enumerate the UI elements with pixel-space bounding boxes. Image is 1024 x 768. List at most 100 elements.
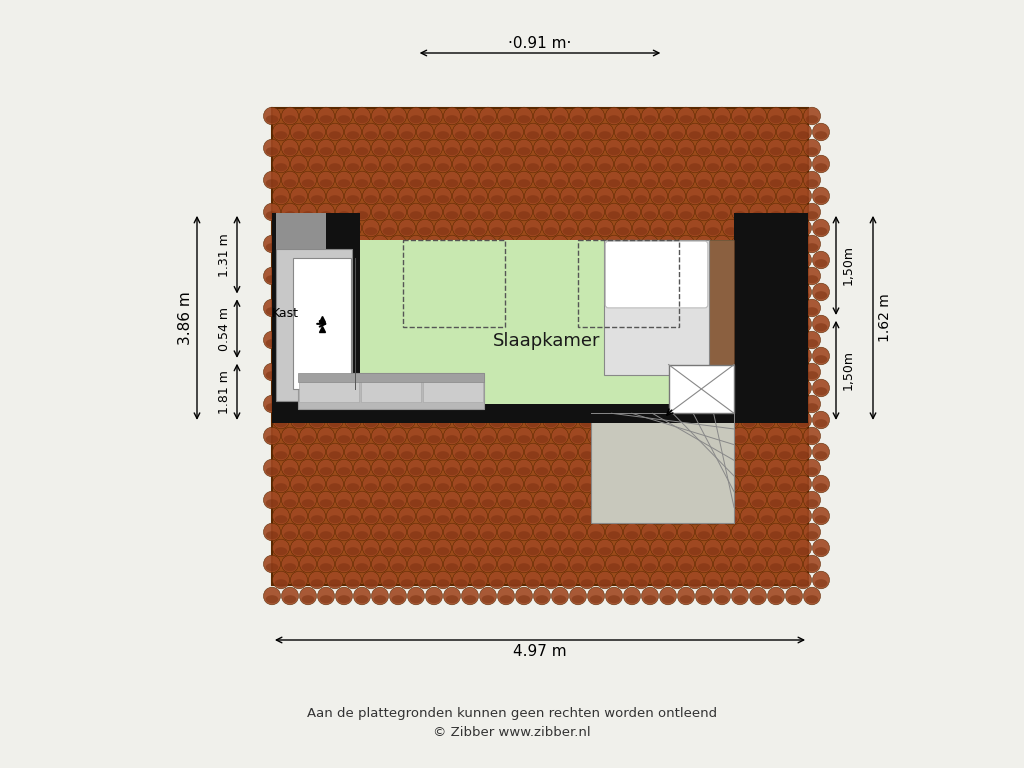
Ellipse shape	[761, 483, 773, 492]
Ellipse shape	[680, 115, 692, 123]
Ellipse shape	[599, 548, 611, 555]
Ellipse shape	[599, 291, 611, 300]
Ellipse shape	[355, 115, 369, 123]
Ellipse shape	[263, 235, 281, 253]
Ellipse shape	[734, 339, 746, 347]
Ellipse shape	[490, 291, 504, 300]
Ellipse shape	[453, 187, 470, 205]
Ellipse shape	[470, 539, 487, 557]
Ellipse shape	[695, 459, 713, 477]
Ellipse shape	[518, 307, 530, 315]
Ellipse shape	[374, 243, 386, 251]
Ellipse shape	[560, 571, 578, 589]
Ellipse shape	[317, 523, 335, 541]
Ellipse shape	[659, 492, 677, 509]
Ellipse shape	[662, 179, 674, 187]
Ellipse shape	[445, 115, 459, 123]
Ellipse shape	[462, 331, 478, 349]
Ellipse shape	[750, 235, 767, 253]
Ellipse shape	[571, 595, 585, 603]
Ellipse shape	[680, 403, 692, 411]
Ellipse shape	[614, 379, 632, 397]
Ellipse shape	[804, 492, 820, 509]
Ellipse shape	[481, 147, 495, 155]
Ellipse shape	[443, 427, 461, 445]
Ellipse shape	[481, 115, 495, 123]
Ellipse shape	[812, 283, 829, 301]
Ellipse shape	[319, 115, 333, 123]
Ellipse shape	[462, 267, 478, 285]
Ellipse shape	[400, 579, 414, 588]
Ellipse shape	[372, 331, 388, 349]
Ellipse shape	[417, 539, 433, 557]
Ellipse shape	[614, 155, 632, 173]
Ellipse shape	[588, 267, 604, 285]
Ellipse shape	[605, 555, 623, 573]
Ellipse shape	[473, 387, 485, 396]
Ellipse shape	[302, 371, 314, 379]
Ellipse shape	[282, 427, 299, 445]
Ellipse shape	[644, 403, 656, 411]
Ellipse shape	[534, 108, 551, 124]
Ellipse shape	[462, 171, 478, 189]
Ellipse shape	[716, 595, 728, 603]
Ellipse shape	[336, 492, 352, 509]
Ellipse shape	[759, 347, 775, 365]
Ellipse shape	[327, 411, 343, 429]
Ellipse shape	[428, 179, 440, 187]
Ellipse shape	[398, 571, 416, 589]
Ellipse shape	[697, 403, 711, 411]
Ellipse shape	[686, 475, 703, 493]
Ellipse shape	[563, 452, 575, 459]
Ellipse shape	[353, 139, 371, 157]
Ellipse shape	[455, 515, 467, 523]
Ellipse shape	[795, 283, 812, 301]
Ellipse shape	[308, 347, 326, 365]
Ellipse shape	[434, 219, 452, 237]
Ellipse shape	[500, 531, 512, 539]
Ellipse shape	[662, 563, 674, 571]
Ellipse shape	[624, 204, 641, 221]
Ellipse shape	[282, 363, 299, 381]
Ellipse shape	[659, 459, 677, 477]
Ellipse shape	[392, 115, 404, 123]
Ellipse shape	[500, 179, 512, 187]
Ellipse shape	[500, 371, 512, 379]
Ellipse shape	[671, 260, 683, 267]
Ellipse shape	[445, 563, 459, 571]
Ellipse shape	[479, 427, 497, 445]
Ellipse shape	[365, 164, 377, 171]
Ellipse shape	[795, 187, 812, 205]
Ellipse shape	[689, 387, 701, 396]
Ellipse shape	[490, 452, 504, 459]
Ellipse shape	[740, 315, 758, 333]
Ellipse shape	[524, 571, 542, 589]
Ellipse shape	[761, 260, 773, 267]
Ellipse shape	[400, 291, 414, 300]
Ellipse shape	[327, 283, 343, 301]
Ellipse shape	[428, 243, 440, 251]
Ellipse shape	[716, 435, 728, 443]
Ellipse shape	[804, 204, 820, 221]
Ellipse shape	[338, 499, 350, 507]
Ellipse shape	[353, 171, 371, 189]
Ellipse shape	[365, 291, 377, 300]
Ellipse shape	[731, 267, 749, 285]
Ellipse shape	[453, 539, 470, 557]
Ellipse shape	[707, 260, 719, 267]
Ellipse shape	[652, 355, 666, 363]
Ellipse shape	[272, 571, 290, 589]
Ellipse shape	[419, 419, 431, 427]
Ellipse shape	[545, 548, 557, 555]
Ellipse shape	[742, 387, 756, 396]
Ellipse shape	[374, 595, 386, 603]
Ellipse shape	[284, 211, 296, 219]
Ellipse shape	[353, 427, 371, 445]
Ellipse shape	[590, 115, 602, 123]
Ellipse shape	[372, 459, 388, 477]
Ellipse shape	[761, 548, 773, 555]
Ellipse shape	[282, 171, 299, 189]
Text: 1.31 m: 1.31 m	[218, 233, 231, 276]
Ellipse shape	[410, 275, 422, 283]
Ellipse shape	[291, 347, 307, 365]
